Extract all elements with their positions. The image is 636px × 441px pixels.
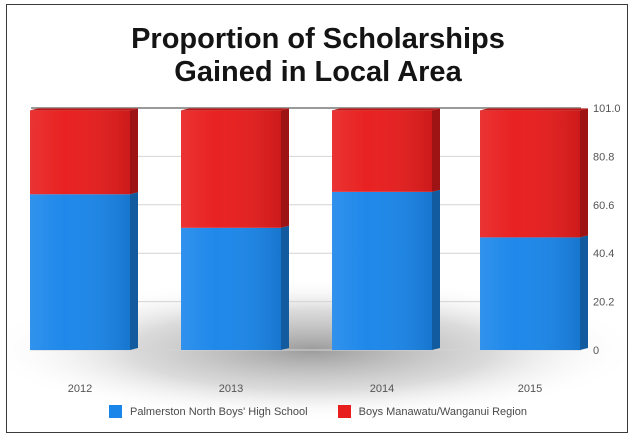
y-tick-label: 80.8	[593, 151, 614, 163]
y-tick-label: 40.4	[593, 248, 614, 260]
bar-segment-shading	[480, 237, 580, 350]
bar-segment-shading	[332, 110, 432, 192]
bar-segment-shading	[480, 110, 580, 238]
bar-segment-side	[580, 108, 588, 238]
bar-segment-side	[281, 108, 289, 228]
x-tick-label: 2012	[68, 383, 92, 395]
chart-frame: Proportion of Scholarships Gained in Loc…	[6, 4, 628, 433]
bar-segment-shading	[30, 110, 130, 195]
bar-top-face	[181, 108, 289, 111]
bar-segment-side	[580, 235, 588, 350]
bar-segment-shading	[181, 227, 281, 350]
y-tick-label: 20.2	[593, 297, 614, 309]
stacked-bar-chart: 0 20.2 40.4 60.6 80.8 101.0 2012 2013 2014 2015	[7, 103, 627, 422]
legend-swatch-blue	[109, 405, 123, 418]
bar-top-face	[30, 108, 138, 111]
x-tick-label: 2015	[518, 383, 542, 395]
x-tick-label: 2013	[219, 383, 243, 395]
bar-segment-shading	[30, 194, 130, 350]
legend-swatch-red	[337, 405, 351, 418]
legend-label-region: Boys Manawatu/Wanganui Region	[358, 405, 527, 418]
legend-item-region: Boys Manawatu/Wanganui Region	[337, 405, 527, 418]
bar-segment-side	[130, 108, 138, 195]
bar-segment-side	[130, 192, 138, 350]
bar-top-face	[480, 108, 588, 111]
bar-segment-shading	[332, 191, 432, 350]
legend: Palmerston North Boys' High School Boys …	[7, 405, 627, 418]
legend-label-pnbhs: Palmerston North Boys' High School	[130, 405, 308, 418]
chart-title-line-1: Proportion of Scholarships	[131, 23, 505, 55]
chart-title: Proportion of Scholarships Gained in Loc…	[7, 23, 627, 89]
legend-item-pnbhs: Palmerston North Boys' High School	[109, 405, 308, 418]
bar-top-face	[332, 108, 440, 111]
bar-segment-side	[281, 225, 289, 350]
y-tick-label: 101.0	[593, 103, 621, 115]
bar-segment-shading	[181, 110, 281, 228]
x-tick-label: 2014	[370, 383, 394, 395]
y-tick-label: 60.6	[593, 200, 614, 212]
bar-segment-side	[432, 108, 440, 192]
y-tick-label: 0	[593, 345, 599, 357]
bar-segment-side	[432, 189, 440, 350]
chart-title-line-2: Gained in Local Area	[174, 56, 462, 88]
